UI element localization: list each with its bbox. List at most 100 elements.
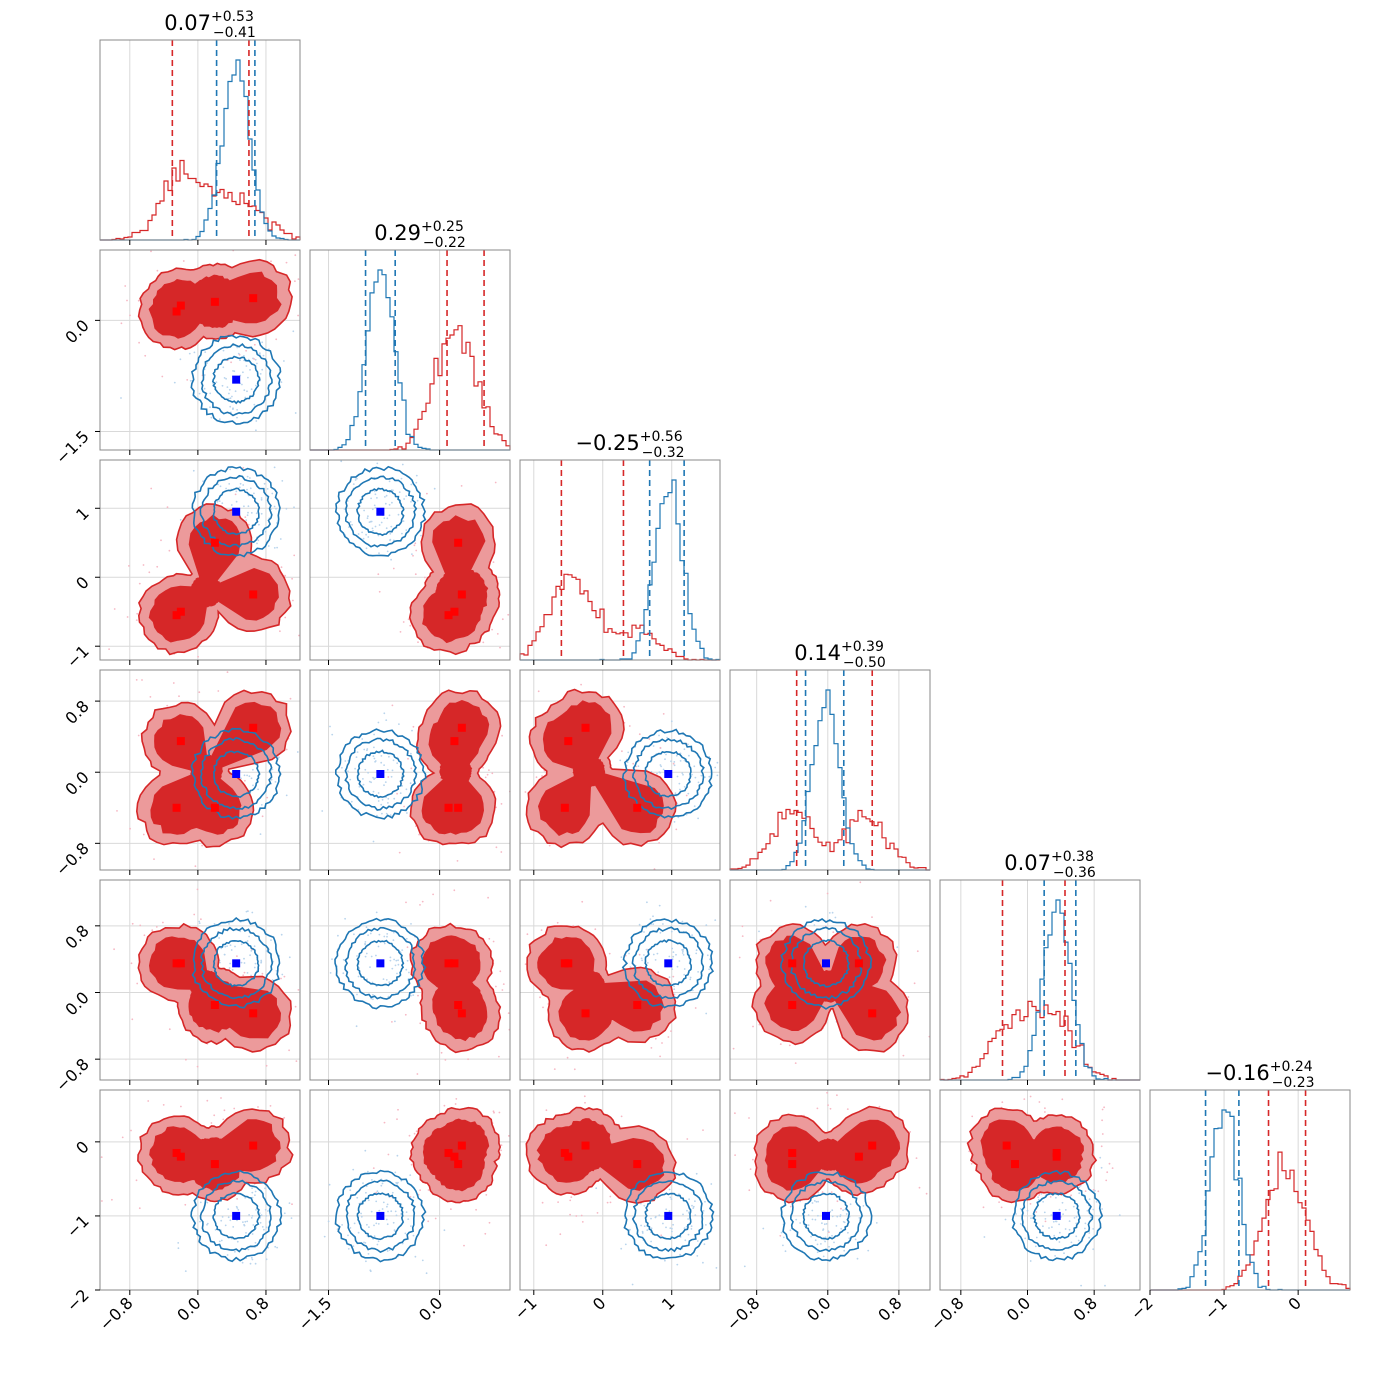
sample-dot xyxy=(1035,1236,1038,1239)
sample-dot xyxy=(859,881,862,884)
sample-dot xyxy=(366,1223,368,1226)
sample-dot xyxy=(264,1208,267,1211)
red-mode-marker xyxy=(444,1148,453,1157)
sample-dot xyxy=(822,1255,825,1258)
sample-dot xyxy=(243,971,246,974)
sample-dot xyxy=(246,514,249,517)
sample-dot xyxy=(1042,1200,1044,1203)
sample-dot xyxy=(352,1245,355,1247)
sample-dot xyxy=(398,491,401,493)
sample-dot xyxy=(830,1191,833,1193)
sample-dot xyxy=(390,525,393,528)
sample-dot xyxy=(1029,1095,1032,1098)
red-mode-marker xyxy=(172,307,181,316)
sample-dot xyxy=(130,1129,132,1132)
sample-dot xyxy=(229,1219,232,1222)
sample-dot xyxy=(401,785,404,787)
x-tick-label: 0.8 xyxy=(241,1293,272,1324)
sample-dot xyxy=(360,1215,363,1218)
sample-dot xyxy=(871,916,873,918)
sample-dot xyxy=(392,939,395,942)
sample-dot xyxy=(652,953,655,956)
sample-dot xyxy=(679,760,682,762)
sample-dot xyxy=(629,1228,631,1231)
sample-dot xyxy=(659,1055,661,1058)
sample-dot xyxy=(652,923,655,925)
sample-dot xyxy=(678,1193,680,1196)
sample-dot xyxy=(1030,1217,1032,1219)
sample-dot xyxy=(581,900,584,903)
blue-contour xyxy=(779,918,873,1010)
sample-dot xyxy=(373,1235,376,1238)
sample-dot xyxy=(573,1068,576,1071)
sample-dot xyxy=(288,956,291,959)
blue-contour xyxy=(631,737,705,811)
sample-dot xyxy=(230,361,233,364)
sample-dot xyxy=(209,406,211,409)
sample-dot xyxy=(968,1150,971,1153)
sample-dot xyxy=(405,968,408,971)
sample-dot xyxy=(673,821,676,823)
sample-dot xyxy=(392,1221,395,1224)
sample-dot xyxy=(385,1218,388,1221)
sample-dot xyxy=(204,351,207,353)
sample-dot xyxy=(120,397,122,399)
sample-dot xyxy=(545,1109,548,1112)
blue-contour xyxy=(334,1169,427,1263)
sample-dot xyxy=(331,958,333,960)
sample-dot xyxy=(361,738,364,740)
sample-dot xyxy=(231,395,233,398)
sample-dot xyxy=(138,341,140,344)
sample-dot xyxy=(856,1257,859,1260)
sample-dot xyxy=(126,616,129,618)
sample-dot xyxy=(283,1212,286,1215)
sample-dot xyxy=(387,797,390,800)
sample-dot xyxy=(421,1259,424,1262)
panel-2-1 xyxy=(309,459,511,665)
sample-dot xyxy=(396,762,399,765)
sample-dot xyxy=(266,488,269,490)
sample-dot xyxy=(241,383,243,386)
sample-dot xyxy=(243,957,245,960)
sample-dot xyxy=(372,998,374,1001)
sample-dot xyxy=(414,542,417,545)
sample-dot xyxy=(1029,1260,1032,1262)
sample-dot xyxy=(397,1108,399,1111)
sample-dot xyxy=(254,1241,257,1244)
sample-dot xyxy=(363,1241,365,1244)
sample-dot xyxy=(638,923,641,926)
sample-dot xyxy=(271,768,274,771)
sample-dot xyxy=(236,955,238,957)
sample-dot xyxy=(236,1240,239,1243)
sample-dot xyxy=(367,771,369,774)
sample-dot xyxy=(804,905,807,908)
sample-dot xyxy=(641,1232,644,1234)
sample-dot xyxy=(265,1215,268,1217)
sample-dot xyxy=(627,751,630,754)
sample-dot xyxy=(356,955,358,957)
sample-dot xyxy=(375,1200,378,1203)
sample-dot xyxy=(275,507,277,510)
sample-dot xyxy=(683,759,686,762)
sample-dot xyxy=(365,533,367,536)
sample-dot xyxy=(697,781,700,784)
sample-dot xyxy=(391,1191,394,1194)
sample-dot xyxy=(684,1239,687,1242)
sample-dot xyxy=(674,792,677,795)
sample-dot xyxy=(206,1223,208,1226)
sample-dot xyxy=(659,771,661,774)
sample-dot xyxy=(184,1270,187,1272)
sample-dot xyxy=(242,371,244,374)
sample-dot xyxy=(507,613,510,616)
sample-dot xyxy=(236,1198,239,1200)
sample-dot xyxy=(626,761,629,764)
sample-dot xyxy=(254,358,257,361)
sample-dot xyxy=(1080,1284,1082,1287)
sample-dot xyxy=(1078,1186,1081,1189)
sample-dot xyxy=(213,1114,216,1117)
sample-dot xyxy=(386,517,389,520)
panel-frame xyxy=(519,879,721,1081)
sample-dot xyxy=(378,524,381,526)
sample-dot xyxy=(341,766,343,769)
sample-dot xyxy=(843,1249,846,1252)
